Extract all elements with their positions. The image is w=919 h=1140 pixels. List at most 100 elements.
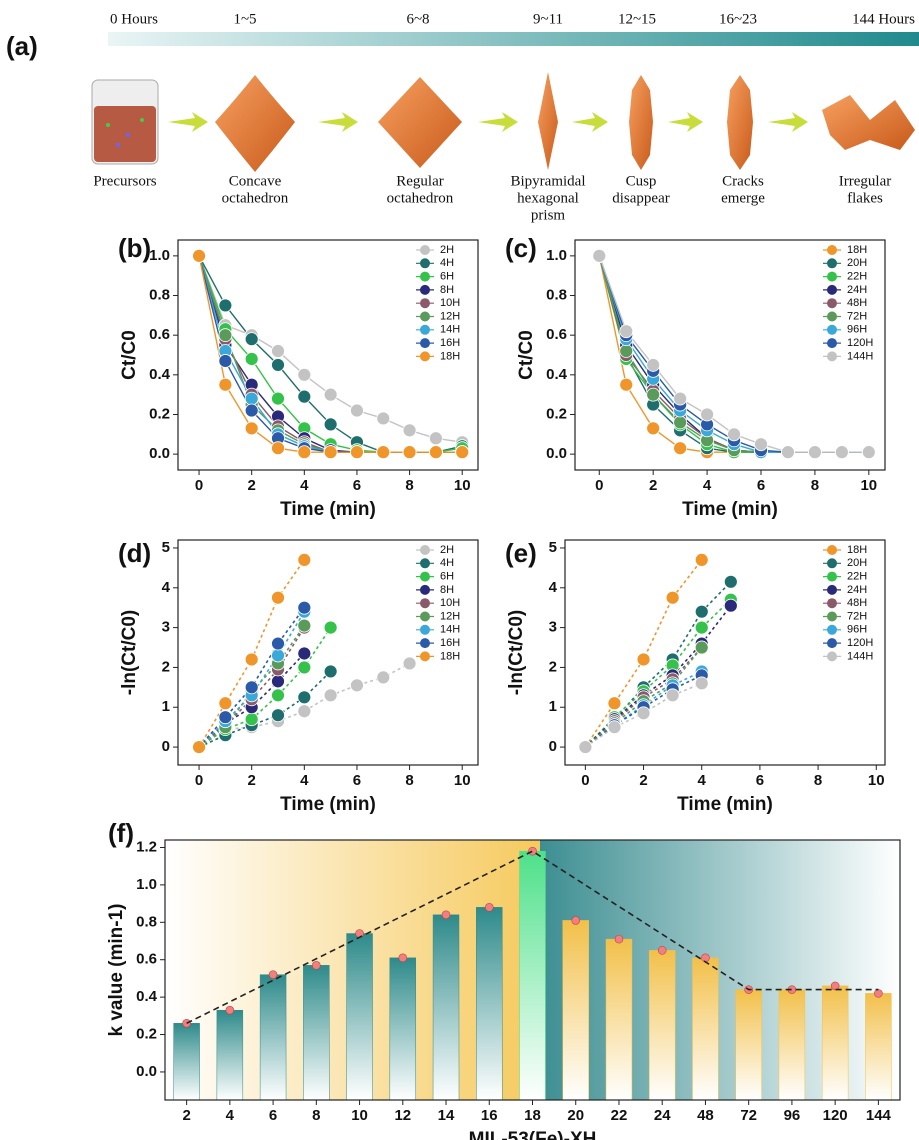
legend-swatch [420,598,430,609]
data-point [700,407,714,422]
x-tick-label: 4 [698,772,707,789]
panel-label: (f) [108,818,134,848]
data-point [271,648,285,663]
data-point [244,352,259,366]
y-tick-label: 0.8 [136,913,157,930]
timeline-bar [108,32,919,46]
data-point [636,706,651,721]
legend-label: 6H [440,571,454,583]
bar [821,985,849,1101]
data-point [376,445,391,460]
data-point [297,389,312,404]
stage-label: emerge [721,190,765,206]
y-axis-title: k value (min-1) [106,903,127,1036]
data-point [218,696,233,711]
legend-swatch [420,245,430,255]
legend-swatch [420,571,430,582]
legend-swatch [420,284,430,295]
y-tick-label: 0.6 [546,326,567,343]
x-tick-label: 16 [481,1107,498,1124]
y-tick-label: 0.8 [546,286,567,303]
legend-label: 20H [847,557,867,569]
x-tick-label: 2 [248,477,256,494]
y-tick-label: 3 [549,619,557,636]
legend-swatch [827,338,837,349]
legend-swatch [827,611,837,622]
x-tick-label: 24 [654,1107,671,1124]
bar-marker [441,910,451,920]
x-tick-label: 8 [811,477,819,494]
data-point [694,640,709,655]
bar-marker [528,846,537,856]
y-tick-label: 5 [549,539,557,556]
legend-label: 120H [847,337,873,349]
data-point [323,664,338,679]
series-line [584,605,732,748]
legend-swatch [827,258,837,269]
data-point [271,636,285,651]
legend-label: 22H [847,571,867,583]
x-tick-label: 10 [454,477,471,494]
y-tick-label: 1 [549,698,557,715]
legend-swatch [420,311,430,322]
data-point [673,415,688,430]
stage-label: Regular [396,173,443,189]
y-tick-label: 0.6 [149,326,170,343]
legend-label: 12H [440,310,460,322]
legend-label: 96H [847,624,867,636]
bar [735,989,762,1101]
legend-label: 48H [847,297,867,309]
y-tick-label: 4 [162,579,171,596]
time-label: 1~5 [233,11,256,27]
data-point [218,377,233,392]
data-point [271,344,285,358]
data-point [323,417,338,432]
y-tick-label: 1.0 [136,876,157,893]
data-point [723,574,738,589]
data-point [297,704,312,719]
panel-label: (e) [505,538,537,568]
data-point [244,391,259,406]
y-axis-title: Ct/C0 [516,330,537,380]
time-label: 0 Hours [110,11,158,27]
data-point [694,553,709,567]
stage-label: octahedron [387,190,454,206]
y-tick-label: 1 [162,698,170,715]
data-point [218,710,233,725]
beaker [91,79,159,165]
data-point [244,680,259,695]
data-point [271,358,285,372]
y-tick-label: 1.0 [149,247,170,264]
bar [648,950,676,1101]
legend-label: 18H [847,244,867,256]
y-tick-label: 2 [549,658,557,675]
legend-swatch [420,338,430,349]
legend-swatch [420,545,430,555]
trend-line [186,850,879,1025]
data-point [271,441,285,456]
data-point [727,427,741,442]
data-point [402,423,417,438]
legend-swatch [420,558,430,569]
data-point [592,248,607,263]
series-line [584,674,703,748]
legend-label: 6H [440,271,454,283]
x-tick-label: 96 [784,1107,801,1124]
legend-label: 72H [847,310,867,322]
data-point [323,387,338,402]
panel-label: (b) [118,233,151,263]
bar [259,974,287,1101]
legend-label: 16H [440,637,460,649]
data-point [271,391,285,406]
data-point [619,344,634,358]
stage-label: disappear [612,190,669,206]
bar [562,920,589,1101]
legend-label: 2H [440,544,454,556]
legend-swatch [827,271,837,282]
legend-label: 14H [440,324,460,336]
bar [605,938,633,1101]
x-tick-label: 20 [567,1107,584,1124]
legend-label: 144H [847,650,873,662]
legend-swatch [827,584,837,595]
